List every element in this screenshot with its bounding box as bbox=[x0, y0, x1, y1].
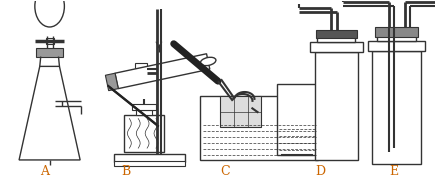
Text: A: A bbox=[40, 165, 49, 178]
Polygon shape bbox=[115, 54, 210, 89]
Text: C: C bbox=[221, 165, 230, 178]
Bar bbox=[135, 64, 147, 77]
Bar bbox=[277, 84, 317, 155]
Bar bbox=[36, 48, 64, 57]
Bar bbox=[318, 36, 355, 42]
Polygon shape bbox=[106, 73, 118, 91]
Bar bbox=[310, 42, 363, 52]
Bar bbox=[132, 104, 156, 110]
Text: D: D bbox=[315, 165, 325, 178]
Ellipse shape bbox=[35, 0, 64, 27]
Bar bbox=[377, 34, 416, 41]
Bar bbox=[124, 115, 164, 152]
Bar bbox=[372, 51, 421, 164]
Ellipse shape bbox=[201, 57, 216, 66]
Bar bbox=[136, 110, 152, 115]
Bar bbox=[315, 30, 357, 38]
Bar bbox=[220, 96, 261, 127]
Text: E: E bbox=[389, 165, 398, 178]
Bar bbox=[374, 27, 418, 37]
Text: B: B bbox=[122, 165, 131, 178]
Bar bbox=[200, 96, 318, 160]
Bar bbox=[113, 154, 184, 162]
Bar bbox=[113, 161, 184, 166]
Polygon shape bbox=[19, 66, 80, 160]
Bar bbox=[368, 41, 425, 51]
Bar bbox=[46, 38, 53, 44]
Bar bbox=[314, 52, 358, 160]
Bar bbox=[277, 25, 317, 155]
